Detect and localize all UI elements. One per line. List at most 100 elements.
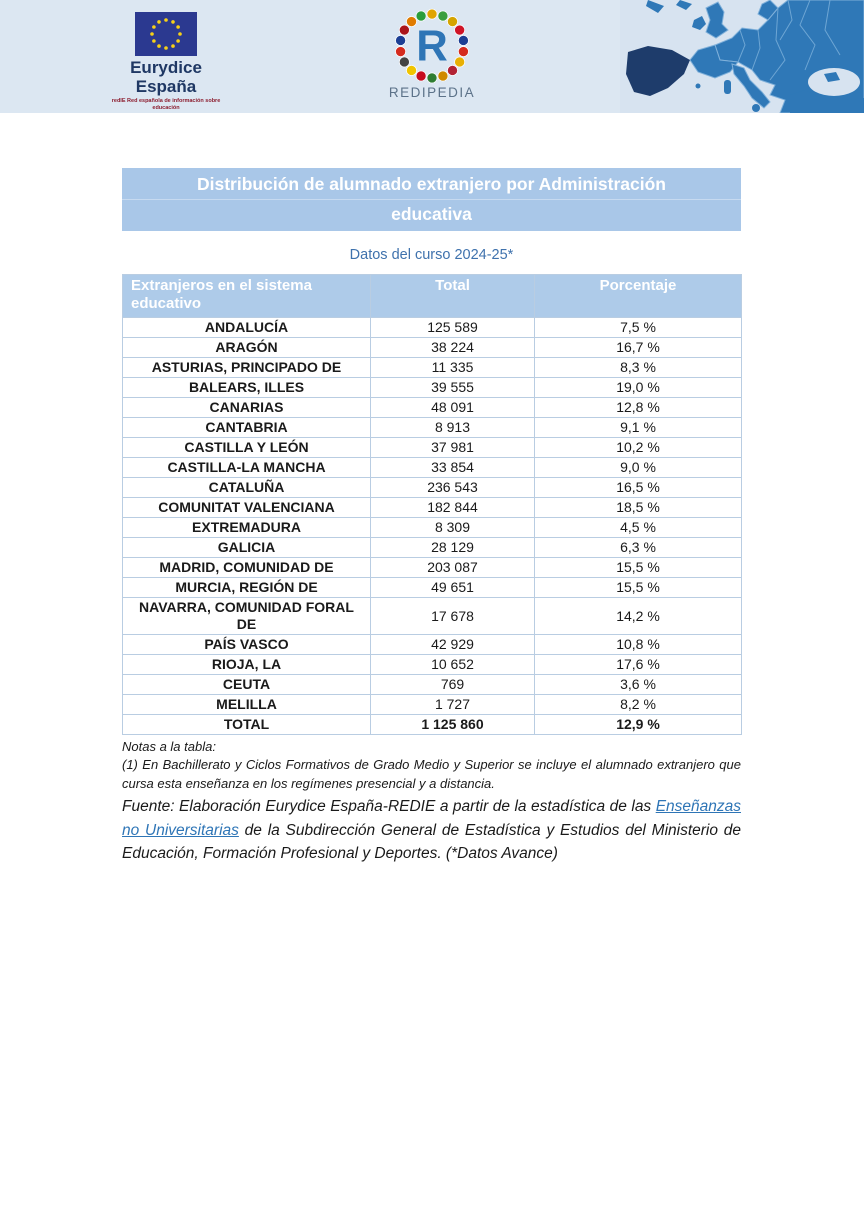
total-value-cell: 1 125 860 bbox=[370, 714, 535, 735]
pct-cell: 3,6 % bbox=[534, 674, 742, 695]
total-cell: 125 589 bbox=[370, 317, 535, 338]
region-cell: ARAGÓN bbox=[122, 337, 371, 358]
eurydice-logo: Eurydice España redIE Red española de in… bbox=[84, 12, 248, 112]
total-cell: 203 087 bbox=[370, 557, 535, 578]
main-content: Distribución de alumnado extranjero por … bbox=[122, 168, 742, 865]
region-cell: NAVARRA, COMUNIDAD FORAL DE bbox=[122, 597, 371, 635]
total-cell: 28 129 bbox=[370, 537, 535, 558]
total-cell: 182 844 bbox=[370, 497, 535, 518]
pct-cell: 7,5 % bbox=[534, 317, 742, 338]
table-row: CEUTA 769 3,6 % bbox=[122, 674, 742, 695]
pct-cell: 17,6 % bbox=[534, 654, 742, 675]
region-cell: CASTILLA-LA MANCHA bbox=[122, 457, 371, 478]
region-cell: PAÍS VASCO bbox=[122, 634, 371, 655]
region-cell: COMUNITAT VALENCIANA bbox=[122, 497, 371, 518]
pct-cell: 9,0 % bbox=[534, 457, 742, 478]
pct-cell: 14,2 % bbox=[534, 597, 742, 635]
eu-flag-icon bbox=[135, 12, 197, 56]
total-cell: 10 652 bbox=[370, 654, 535, 675]
source-text-prefix: Fuente: Elaboración Eurydice España-REDI… bbox=[122, 798, 656, 816]
region-cell: CEUTA bbox=[122, 674, 371, 695]
total-cell: 8 309 bbox=[370, 517, 535, 538]
pct-cell: 8,2 % bbox=[534, 694, 742, 715]
eurydice-title-line2: España bbox=[135, 77, 197, 96]
table-row: ASTURIAS, PRINCIPADO DE 11 335 8,3 % bbox=[122, 357, 742, 378]
pct-cell: 15,5 % bbox=[534, 577, 742, 598]
note-1: (1) En Bachillerato y Ciclos Formativos … bbox=[122, 757, 741, 791]
header-banner: Eurydice España redIE Red española de in… bbox=[0, 0, 864, 113]
table-header-row: Extranjeros en el sistema educativo Tota… bbox=[122, 274, 742, 318]
total-cell: 33 854 bbox=[370, 457, 535, 478]
pct-cell: 12,8 % bbox=[534, 397, 742, 418]
region-cell: CANTABRIA bbox=[122, 417, 371, 438]
pct-cell: 8,3 % bbox=[534, 357, 742, 378]
table-row: MELILLA 1 727 8,2 % bbox=[122, 694, 742, 715]
table-row: COMUNITAT VALENCIANA 182 844 18,5 % bbox=[122, 497, 742, 518]
total-cell: 48 091 bbox=[370, 397, 535, 418]
pct-cell: 10,2 % bbox=[534, 437, 742, 458]
total-label-cell: TOTAL bbox=[122, 714, 371, 735]
pct-cell: 6,3 % bbox=[534, 537, 742, 558]
total-cell: 39 555 bbox=[370, 377, 535, 398]
redipedia-logo: R REDIPEDIA bbox=[376, 4, 488, 100]
region-cell: MELILLA bbox=[122, 694, 371, 715]
table-row: ANDALUCÍA 125 589 7,5 % bbox=[122, 317, 742, 338]
pct-cell: 16,7 % bbox=[534, 337, 742, 358]
table-row: BALEARS, ILLES 39 555 19,0 % bbox=[122, 377, 742, 398]
col-header-total: Total bbox=[370, 274, 535, 318]
europe-map-image bbox=[620, 0, 864, 113]
eurydice-subtext: redIE Red española de información sobre … bbox=[111, 98, 221, 111]
total-cell: 769 bbox=[370, 674, 535, 695]
table-row: EXTREMADURA 8 309 4,5 % bbox=[122, 517, 742, 538]
page-title-line2: educativa bbox=[391, 204, 472, 224]
table-body: ANDALUCÍA 125 589 7,5 % ARAGÓN 38 224 16,7 % A… bbox=[122, 317, 742, 715]
total-cell: 17 678 bbox=[370, 597, 535, 635]
table-row: ARAGÓN 38 224 16,7 % bbox=[122, 337, 742, 358]
col-header-porcentaje: Porcentaje bbox=[534, 274, 742, 318]
region-cell: CATALUÑA bbox=[122, 477, 371, 498]
pct-cell: 15,5 % bbox=[534, 557, 742, 578]
table-row: CATALUÑA 236 543 16,5 % bbox=[122, 477, 742, 498]
table-row: CASTILLA-LA MANCHA 33 854 9,0 % bbox=[122, 457, 742, 478]
region-cell: CANARIAS bbox=[122, 397, 371, 418]
eurydice-title-line1: Eurydice bbox=[130, 58, 202, 77]
region-cell: ANDALUCÍA bbox=[122, 317, 371, 338]
redipedia-label: REDIPEDIA bbox=[388, 85, 476, 100]
table-row-total: TOTAL 1 125 860 12,9 % bbox=[122, 714, 742, 735]
table-row: MADRID, COMUNIDAD DE 203 087 15,5 % bbox=[122, 557, 742, 578]
table-row: RIOJA, LA 10 652 17,6 % bbox=[122, 654, 742, 675]
table-row: CASTILLA Y LEÓN 37 981 10,2 % bbox=[122, 437, 742, 458]
source-paragraph: Fuente: Elaboración Eurydice España-REDI… bbox=[122, 795, 741, 865]
region-cell: ASTURIAS, PRINCIPADO DE bbox=[122, 357, 371, 378]
pct-cell: 18,5 % bbox=[534, 497, 742, 518]
region-cell: MADRID, COMUNIDAD DE bbox=[122, 557, 371, 578]
pct-cell: 16,5 % bbox=[534, 477, 742, 498]
col-header-regions: Extranjeros en el sistema educativo bbox=[122, 274, 371, 318]
table-row: CANARIAS 48 091 12,8 % bbox=[122, 397, 742, 418]
page-title: Distribución de alumnado extranjero por … bbox=[122, 168, 741, 231]
data-table: Extranjeros en el sistema educativo Tota… bbox=[122, 274, 742, 735]
table-row: PAÍS VASCO 42 929 10,8 % bbox=[122, 634, 742, 655]
region-cell: EXTREMADURA bbox=[122, 517, 371, 538]
total-cell: 37 981 bbox=[370, 437, 535, 458]
pct-cell: 10,8 % bbox=[534, 634, 742, 655]
region-cell: BALEARS, ILLES bbox=[122, 377, 371, 398]
table-notes: Notas a la tabla: (1) En Bachillerato y … bbox=[122, 738, 741, 793]
total-cell: 8 913 bbox=[370, 417, 535, 438]
pct-cell: 4,5 % bbox=[534, 517, 742, 538]
total-cell: 42 929 bbox=[370, 634, 535, 655]
region-cell: GALICIA bbox=[122, 537, 371, 558]
table-row: GALICIA 28 129 6,3 % bbox=[122, 537, 742, 558]
pct-cell: 19,0 % bbox=[534, 377, 742, 398]
total-cell: 38 224 bbox=[370, 337, 535, 358]
ensenanzas-no-universitarias-link[interactable]: Enseñanzas no Universitarias bbox=[122, 798, 741, 839]
total-cell: 1 727 bbox=[370, 694, 535, 715]
redipedia-flag-ring-icon: R bbox=[395, 8, 469, 84]
total-cell: 11 335 bbox=[370, 357, 535, 378]
redipedia-letter: R bbox=[416, 21, 448, 70]
notes-title: Notas a la tabla: bbox=[122, 739, 216, 754]
pct-cell: 9,1 % bbox=[534, 417, 742, 438]
total-cell: 236 543 bbox=[370, 477, 535, 498]
region-cell: RIOJA, LA bbox=[122, 654, 371, 675]
